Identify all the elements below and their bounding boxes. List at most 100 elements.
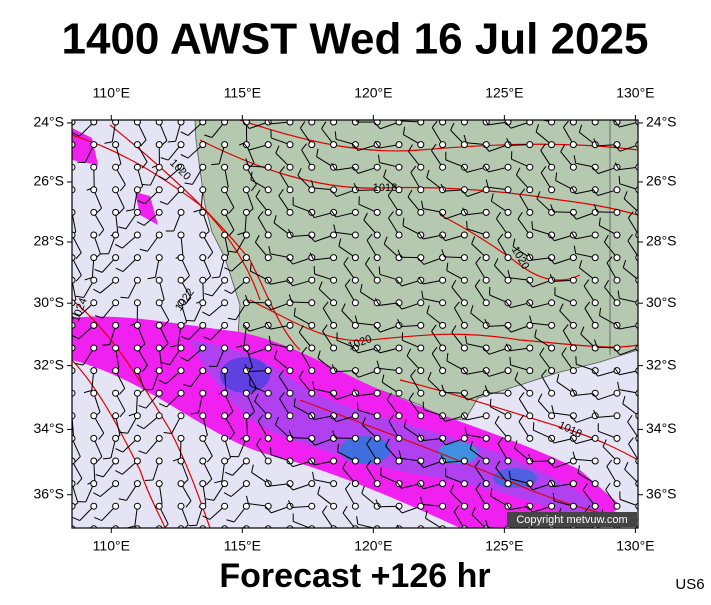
barb-station [113, 142, 119, 148]
barb-station [287, 300, 293, 306]
barb-station [265, 368, 271, 374]
lon-label: 110°E [93, 85, 130, 101]
barb-station [527, 164, 533, 170]
barb-station [614, 277, 620, 283]
barb-station [91, 435, 97, 441]
lon-label: 125°E [485, 538, 523, 554]
barb-station [156, 413, 162, 419]
barb-station [265, 187, 271, 193]
barb-station [134, 322, 140, 328]
barb-station [200, 413, 206, 419]
barb-station [91, 503, 97, 509]
barb-station [113, 390, 119, 396]
barb-station [614, 345, 620, 351]
barb-station [309, 300, 315, 306]
barb-station [287, 368, 293, 374]
barb-station [265, 142, 271, 148]
barb-station [527, 232, 533, 238]
barb-station [91, 255, 97, 261]
barb-station [527, 209, 533, 215]
barb-station [352, 458, 358, 464]
barb-station [440, 164, 446, 170]
barb-station [592, 390, 598, 396]
barb-station [570, 255, 576, 261]
barb-station [374, 277, 380, 283]
barb-station [91, 458, 97, 464]
barb-station [265, 209, 271, 215]
barb-station [178, 232, 184, 238]
barb-station [483, 209, 489, 215]
barb-station [113, 435, 119, 441]
barb-station [352, 232, 358, 238]
barb-station [200, 390, 206, 396]
barb-station [570, 209, 576, 215]
barb-station [200, 503, 206, 509]
lon-label: 120°E [354, 85, 392, 101]
barb-station [134, 390, 140, 396]
barb-station [287, 209, 293, 215]
barb-station [527, 142, 533, 148]
barb-station [134, 345, 140, 351]
barb-station [178, 277, 184, 283]
barb-station [549, 368, 555, 374]
barb-station [309, 390, 315, 396]
barb-station [222, 458, 228, 464]
barb-station [178, 322, 184, 328]
barb-station [527, 413, 533, 419]
barb-station [440, 255, 446, 261]
barb-station [331, 187, 337, 193]
barb-station [570, 413, 576, 419]
barb-station [178, 255, 184, 261]
lat-label: 28°S [33, 233, 64, 249]
barb-station [570, 277, 576, 283]
barb-station [113, 187, 119, 193]
barb-station [200, 435, 206, 441]
barb-station [374, 164, 380, 170]
barb-station [483, 458, 489, 464]
barb-station [352, 300, 358, 306]
barb-station [91, 300, 97, 306]
barb-station [178, 413, 184, 419]
barb-station [222, 187, 228, 193]
barb-station [178, 435, 184, 441]
barb-station [592, 458, 598, 464]
barb-station [178, 187, 184, 193]
barb-station [178, 503, 184, 509]
lat-label: 30°S [33, 294, 64, 310]
barb-station [440, 277, 446, 283]
barb-station [505, 187, 511, 193]
lat-label: 32°S [33, 356, 64, 372]
barb-station [461, 503, 467, 509]
barb-station [592, 503, 598, 509]
barb-station [592, 232, 598, 238]
barb-station [222, 503, 228, 509]
barb-station [113, 368, 119, 374]
barb-station [418, 390, 424, 396]
barb-station [200, 232, 206, 238]
barb-station [134, 481, 140, 487]
barb-station [200, 187, 206, 193]
barb-flag [102, 345, 110, 346]
barb-station [614, 209, 620, 215]
barb-station [265, 345, 271, 351]
barb-station [418, 458, 424, 464]
barb-station [396, 458, 402, 464]
barb-station [505, 435, 511, 441]
barb-flag [532, 221, 533, 229]
barb-station [352, 209, 358, 215]
barb-station [113, 255, 119, 261]
barb-station [113, 232, 119, 238]
barb-station [331, 300, 337, 306]
barb-station [331, 481, 337, 487]
barb-station [331, 458, 337, 464]
barb-station [156, 164, 162, 170]
barb-station [505, 458, 511, 464]
barb-station [309, 435, 315, 441]
barb-station [156, 209, 162, 215]
lon-label: 115°E [224, 85, 261, 101]
barb-station [156, 503, 162, 509]
barb-station [527, 277, 533, 283]
lat-label: 36°S [33, 485, 64, 501]
barb-station [527, 368, 533, 374]
barb-station [91, 345, 97, 351]
